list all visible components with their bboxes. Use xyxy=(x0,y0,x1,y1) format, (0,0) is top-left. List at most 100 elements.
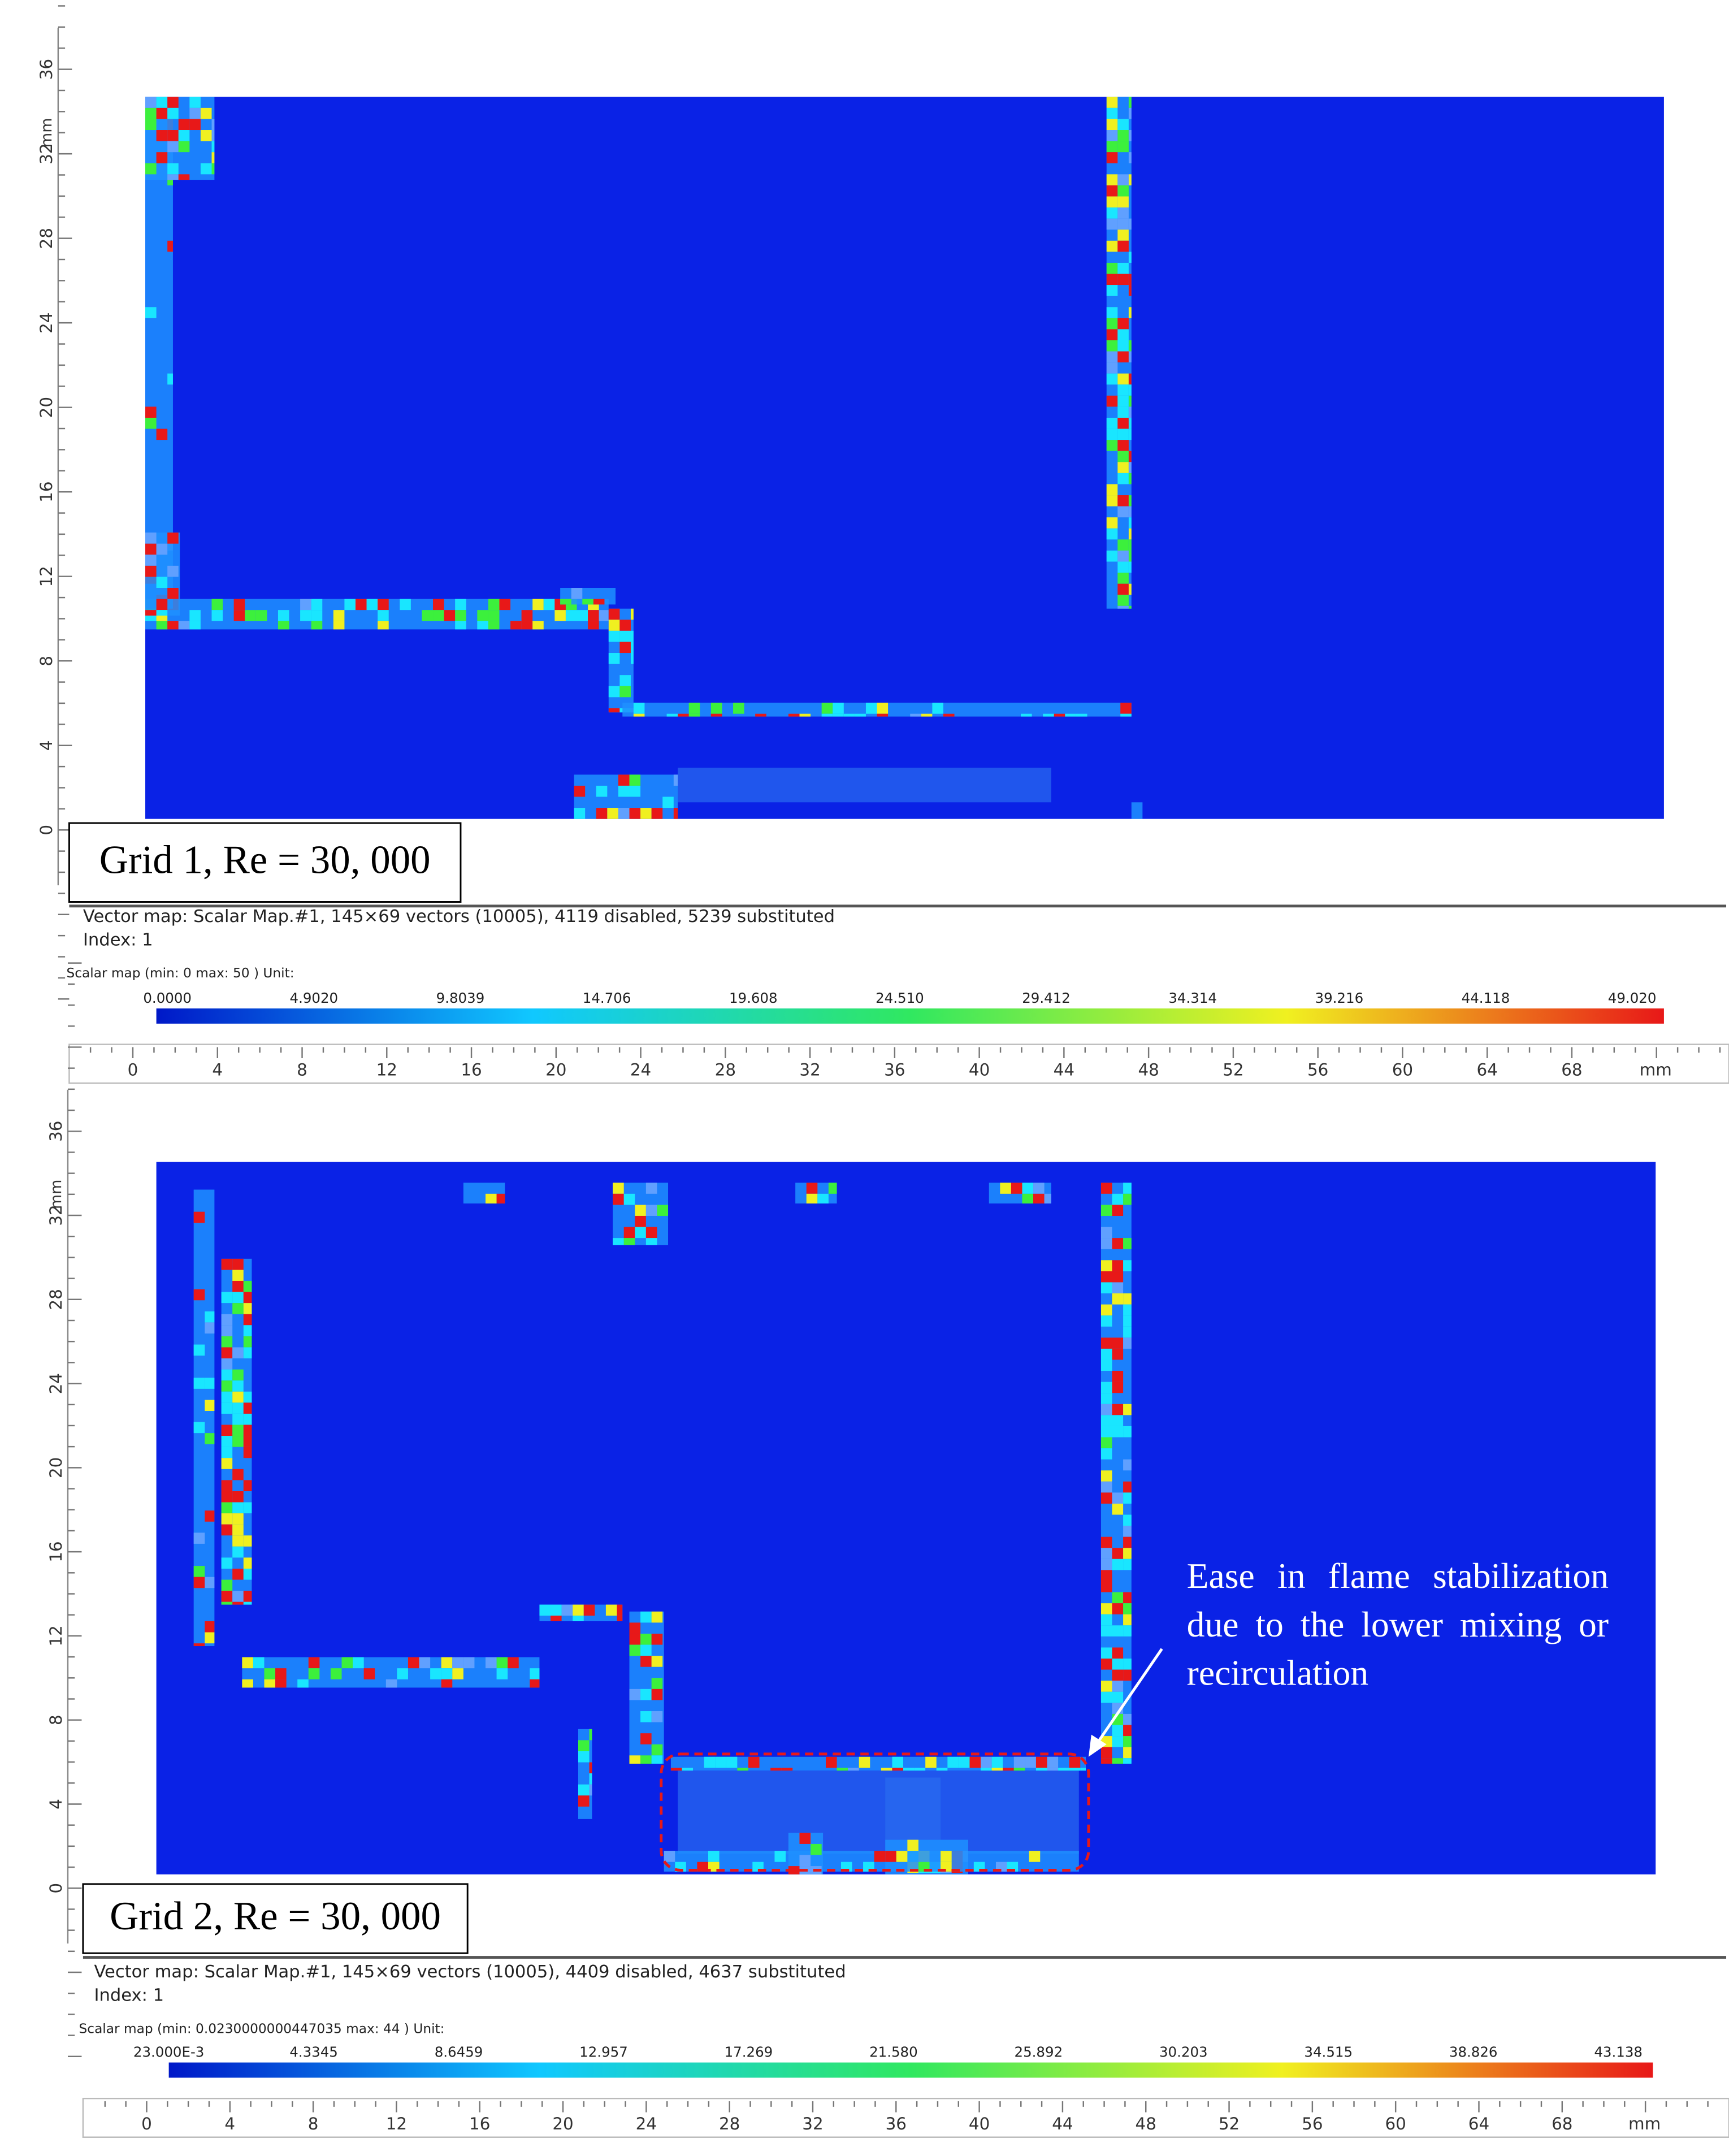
flow-cell xyxy=(619,675,631,686)
flow-cell xyxy=(221,1579,233,1591)
flow-cell xyxy=(521,610,533,621)
flow-cell xyxy=(1128,252,1132,263)
flow-cell xyxy=(232,1524,244,1536)
flow-cell xyxy=(167,373,173,385)
flow-cell xyxy=(1025,1756,1036,1768)
flow-cell xyxy=(1106,185,1118,197)
flow-cell xyxy=(243,1557,252,1569)
flow-cell xyxy=(1047,1756,1059,1768)
flow-cell xyxy=(232,1491,244,1503)
flow-cell xyxy=(1112,1238,1124,1249)
flow-cell xyxy=(333,610,345,621)
flow-cell xyxy=(806,1183,818,1194)
flow-cell xyxy=(848,1768,859,1771)
flow-cell xyxy=(297,1679,309,1688)
flow-cell xyxy=(1117,573,1129,584)
x-tick-label: 0 xyxy=(141,2114,152,2133)
flow-cell xyxy=(1112,1404,1124,1415)
flow-cell xyxy=(189,119,201,131)
x-tick-label: 68 xyxy=(1552,2114,1572,2133)
x-tick-label: 36 xyxy=(886,2114,907,2133)
flow-cell xyxy=(1128,517,1132,529)
flow-cell xyxy=(1128,307,1132,318)
flow-cell xyxy=(1106,307,1118,318)
flow-cell xyxy=(441,1668,453,1679)
flow-cell xyxy=(205,1400,215,1412)
flow-cell xyxy=(715,1756,726,1768)
flow-cell xyxy=(574,808,586,819)
flow-cell xyxy=(221,1491,233,1503)
flow-cell xyxy=(178,621,190,630)
y-tick-label: 24 xyxy=(46,1373,66,1394)
flow-cell xyxy=(521,621,533,630)
colorbar-label: 19.608 xyxy=(729,990,778,1006)
flow-cell xyxy=(726,1756,738,1768)
flow-cell xyxy=(1035,1768,1047,1771)
flow-cell xyxy=(1123,1492,1132,1504)
flow-cell xyxy=(400,599,411,611)
colorbar-label: 43.138 xyxy=(1594,2044,1643,2060)
flow-cell xyxy=(486,1657,497,1669)
annotation: Ease in flame stabilization due to the l… xyxy=(1186,1556,1609,1694)
panel-label: Grid 1, Re = 30, 000 xyxy=(99,838,431,882)
colorbar xyxy=(156,1008,1664,1024)
flow-cell xyxy=(232,1303,244,1314)
flow-cell xyxy=(651,1755,663,1764)
flow-cell xyxy=(1117,373,1129,385)
flow-cell xyxy=(1106,240,1118,252)
flow-cell xyxy=(221,1601,233,1605)
flow-cell xyxy=(1123,1459,1132,1471)
flow-cell xyxy=(221,1447,233,1458)
flow-cell xyxy=(510,621,522,630)
colorbar-label: 21.580 xyxy=(869,2044,918,2060)
x-tick-label: 4 xyxy=(212,1060,223,1080)
flow-cell xyxy=(565,610,577,621)
flow-cell xyxy=(1076,713,1087,717)
flow-cell xyxy=(221,1480,233,1491)
flow-cell xyxy=(573,1604,584,1616)
flow-cell xyxy=(843,713,855,717)
flow-cell xyxy=(363,1668,375,1679)
flow-cell xyxy=(221,1557,233,1569)
flow-cell xyxy=(441,1657,453,1669)
flow-cell xyxy=(1106,207,1118,219)
flow-cell xyxy=(189,107,201,119)
flow-cell xyxy=(623,1193,635,1205)
flow-cell xyxy=(205,1322,215,1334)
flow-cell xyxy=(1117,262,1129,274)
flow-cell xyxy=(1100,1614,1112,1626)
flow-cell xyxy=(991,1756,1003,1768)
flow-cell xyxy=(619,630,631,642)
flow-cell xyxy=(1106,428,1118,440)
flow-cell xyxy=(1112,1492,1124,1504)
flow-cell xyxy=(275,1668,287,1679)
flow-cell xyxy=(799,1833,811,1844)
flow-cell xyxy=(1106,395,1118,407)
vector-info: Vector map: Scalar Map.#1, 145×69 vector… xyxy=(94,1962,846,1982)
flow-cell xyxy=(221,1314,233,1326)
flow-cell xyxy=(452,1657,463,1669)
flow-cell xyxy=(1128,285,1132,296)
flow-cell xyxy=(156,610,168,616)
flow-cell xyxy=(619,620,631,631)
flow-cell xyxy=(811,1843,822,1855)
flow-cell xyxy=(477,610,488,621)
flow-cell xyxy=(167,532,179,544)
flow-cell xyxy=(1123,1260,1132,1271)
flow-cell xyxy=(619,686,631,698)
flow-cell xyxy=(1100,1382,1112,1393)
flow-cell xyxy=(578,1751,590,1763)
flow-cell xyxy=(651,1656,663,1667)
colorbar-label: 29.412 xyxy=(1022,990,1071,1006)
flow-cell xyxy=(1003,1768,1014,1771)
flow-cell xyxy=(243,1425,252,1436)
flow-cell xyxy=(211,130,215,141)
colorbar-label: 23.000E-3 xyxy=(133,2044,204,2060)
flow-cell xyxy=(242,1679,253,1688)
flow-cell xyxy=(205,1632,215,1644)
x-tick-label: 52 xyxy=(1219,2114,1240,2133)
flow-cell xyxy=(617,1616,623,1621)
flow-cell xyxy=(596,808,608,819)
flow-cell xyxy=(1100,1492,1112,1504)
